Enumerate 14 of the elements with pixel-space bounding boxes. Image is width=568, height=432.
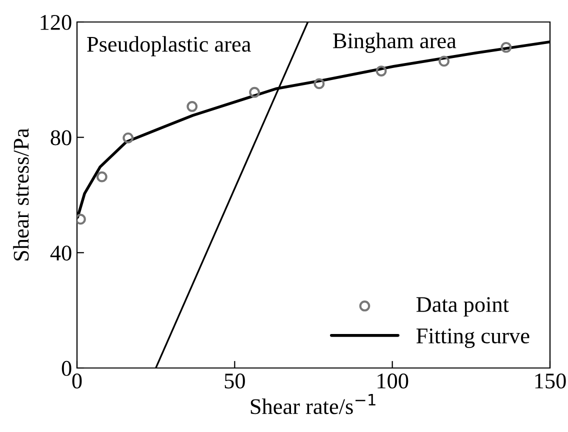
annotation: Pseudoplastic area (87, 36, 251, 56)
x-axis-title: Shear rate/s$^{−1}$ (250, 394, 376, 414)
y-tick-label: 40 (50, 246, 72, 261)
y-axis-title: Shear stress/Pa (13, 128, 29, 260)
y-tick-label: 120 (40, 14, 72, 30)
y-tick-label: 0 (62, 360, 72, 376)
x-tick-label: 0 (72, 374, 82, 388)
legend-label: Data point (416, 297, 509, 317)
x-tick-label: 50 (224, 374, 245, 388)
x-tick-label: 150 (535, 374, 566, 388)
y-tick-label: 80 (50, 130, 72, 146)
x-tick-label: 100 (378, 374, 408, 388)
legend-label: Fitting curve (416, 328, 530, 348)
annotation: Bingham area (333, 32, 456, 53)
